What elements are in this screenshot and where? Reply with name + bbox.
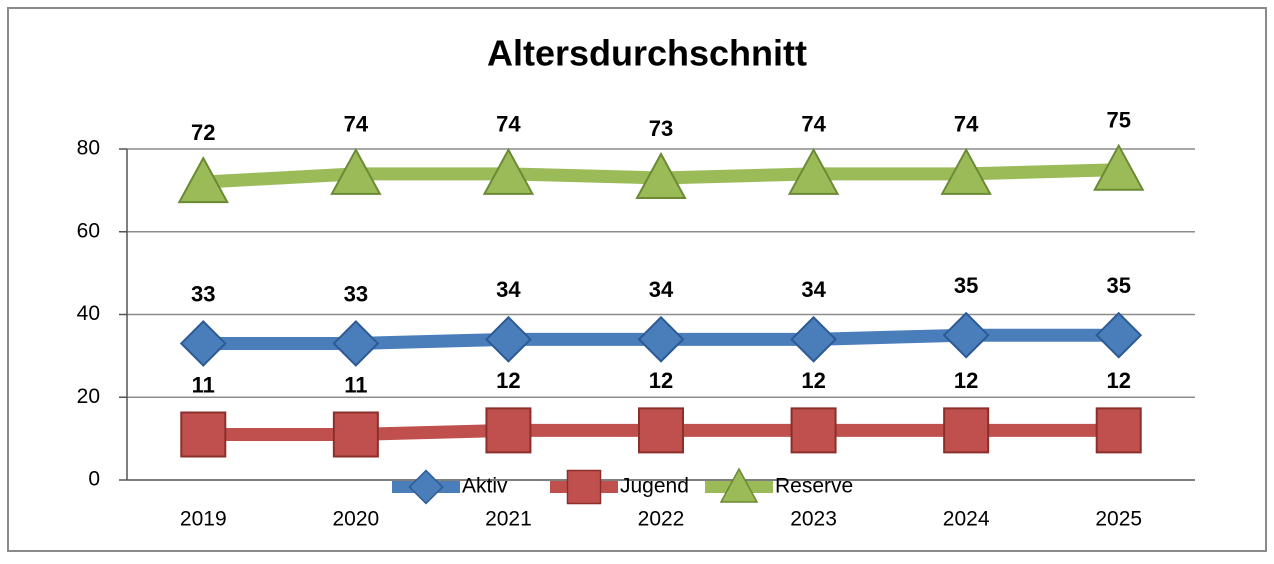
data-label: 34 — [496, 277, 521, 302]
data-label: 34 — [649, 277, 674, 302]
data-label: 35 — [1106, 273, 1130, 298]
data-point — [787, 147, 840, 195]
data-label: 75 — [1106, 108, 1130, 133]
data-point — [637, 315, 685, 363]
data-point — [332, 411, 379, 458]
data-point — [942, 311, 990, 359]
legend-label: Aktiv — [462, 475, 508, 498]
data-point — [482, 147, 535, 195]
data-label: 72 — [191, 120, 215, 145]
data-point — [180, 411, 227, 458]
data-point — [1093, 143, 1145, 191]
data-label: 33 — [344, 281, 368, 306]
data-label: 74 — [344, 112, 369, 137]
data-label: 12 — [801, 368, 825, 393]
data-label: 35 — [954, 273, 978, 298]
data-point — [485, 407, 532, 454]
chart-title: Altersdurchschnitt — [487, 33, 807, 74]
legend-marker — [719, 467, 759, 503]
legend-label: Reserve — [775, 475, 853, 498]
data-point — [1095, 311, 1143, 359]
x-tick-label: 2021 — [485, 508, 532, 531]
x-tick-label: 2022 — [638, 508, 685, 531]
y-tick-label: 60 — [77, 219, 100, 242]
x-tick-label: 2024 — [943, 508, 990, 531]
legend-label: Jugend — [620, 475, 689, 498]
x-tick-label: 2020 — [332, 508, 379, 531]
data-point — [940, 147, 992, 195]
y-tick-label: 80 — [77, 137, 100, 160]
data-point — [790, 407, 837, 454]
y-tick-label: 20 — [77, 385, 100, 408]
data-label: 12 — [954, 368, 978, 393]
data-point — [332, 320, 380, 367]
data-label: 73 — [649, 116, 673, 141]
data-label: 12 — [649, 368, 673, 393]
legend-marker — [566, 469, 602, 505]
data-point — [638, 407, 684, 454]
data-label: 11 — [344, 372, 367, 397]
data-label: 74 — [496, 112, 521, 137]
data-point — [485, 315, 532, 363]
legend-marker — [408, 469, 444, 505]
data-point — [1095, 407, 1142, 454]
data-label: 33 — [191, 281, 215, 306]
data-label: 11 — [192, 372, 215, 397]
x-tick-label: 2025 — [1095, 508, 1142, 531]
chart-frame — [7, 7, 1267, 552]
data-label: 34 — [801, 277, 826, 302]
x-tick-label: 2023 — [790, 508, 837, 531]
data-label: 12 — [496, 368, 520, 393]
data-point — [177, 156, 229, 204]
data-point — [179, 320, 227, 367]
data-label: 74 — [954, 112, 979, 137]
y-tick-label: 40 — [77, 302, 100, 325]
data-point — [635, 151, 687, 199]
data-point — [330, 147, 382, 195]
data-point — [943, 407, 990, 454]
data-label: 12 — [1106, 368, 1130, 393]
y-tick-label: 0 — [88, 468, 100, 491]
x-tick-label: 2019 — [180, 508, 227, 531]
data-label: 74 — [801, 112, 826, 137]
data-point — [790, 315, 837, 363]
